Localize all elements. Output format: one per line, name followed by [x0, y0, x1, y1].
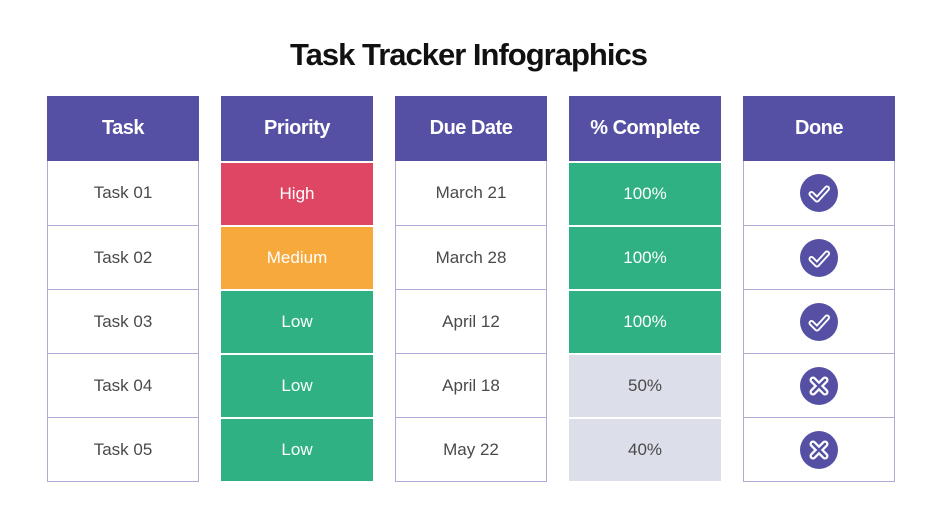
task-cell: Task 04 [48, 353, 198, 417]
task-cell: Task 03 [48, 289, 198, 353]
complete-cell: 50% [569, 353, 721, 417]
column-header-due-date: Due Date [395, 96, 547, 161]
column-task-body: Task 01 Task 02 Task 03 Task 04 Task 05 [47, 161, 199, 482]
column-done: Done [743, 96, 895, 482]
not-done-cross-button[interactable] [800, 366, 838, 405]
done-cell [744, 225, 894, 289]
column-header-done: Done [743, 96, 895, 161]
done-check-button[interactable] [800, 238, 838, 277]
complete-cell: 100% [569, 225, 721, 289]
cross-icon [800, 366, 838, 405]
column-header-priority: Priority [221, 96, 373, 161]
done-cell [744, 417, 894, 481]
done-check-button[interactable] [800, 174, 838, 212]
priority-badge: High [221, 161, 373, 225]
due-date-cell: March 21 [435, 183, 507, 202]
complete-cell: 40% [569, 417, 721, 481]
due-date-cell: May 22 [396, 417, 546, 481]
priority-badge: Low [221, 353, 373, 417]
column-task: Task Task 01 Task 02 Task 03 Task 04 Tas… [47, 96, 199, 482]
done-cell [744, 161, 894, 225]
done-cell [744, 353, 894, 417]
priority-badge: Low [221, 417, 373, 481]
column-done-body [743, 161, 895, 482]
page-title: Task Tracker Infographics [290, 37, 648, 72]
done-check-button[interactable] [800, 302, 838, 341]
check-icon [800, 174, 838, 212]
due-date-cell: March 28 [396, 225, 546, 289]
column-due-date: Due Date March 21 March 28 April 12 Apri… [395, 96, 547, 482]
task-cell: Task 01 [93, 183, 153, 202]
column-complete: % Complete 100% 100% 100% 50% 40% [569, 96, 721, 482]
complete-cell: 100% [569, 161, 721, 225]
column-header-complete: % Complete [569, 96, 721, 161]
check-icon [800, 302, 838, 341]
column-due-date-body: March 21 March 28 April 12 April 18 May … [395, 161, 547, 482]
task-tracker-table: Task Task 01 Task 02 Task 03 Task 04 Tas… [47, 96, 895, 482]
check-icon [800, 238, 838, 277]
task-cell: Task 05 [48, 417, 198, 481]
due-date-cell: April 12 [396, 289, 546, 353]
done-cell [744, 289, 894, 353]
cross-icon [800, 430, 838, 469]
not-done-cross-button[interactable] [800, 430, 838, 469]
task-cell: Task 02 [48, 225, 198, 289]
priority-badge: Low [221, 289, 373, 353]
column-priority: Priority High Medium Low Low Low [221, 96, 373, 482]
column-complete-body: 100% 100% 100% 50% 40% [569, 161, 721, 481]
column-priority-body: High Medium Low Low Low [221, 161, 373, 481]
complete-cell: 100% [569, 289, 721, 353]
column-header-task: Task [47, 96, 199, 161]
due-date-cell: April 18 [396, 353, 546, 417]
priority-badge: Medium [221, 225, 373, 289]
